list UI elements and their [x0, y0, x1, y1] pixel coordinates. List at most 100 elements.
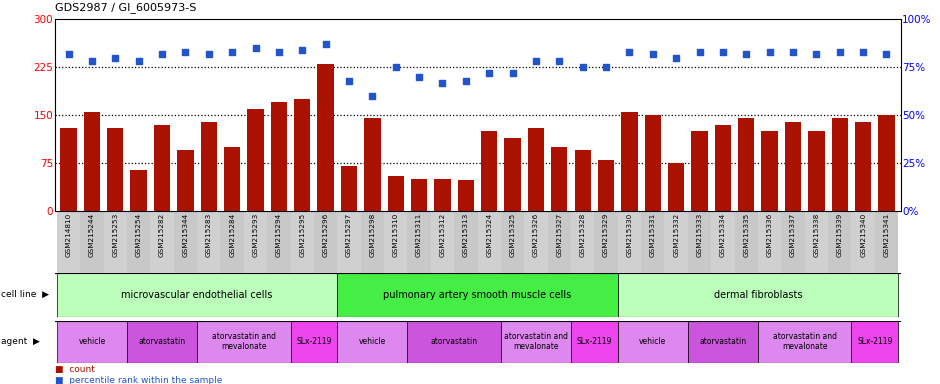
- Bar: [290, 321, 337, 363]
- Bar: [197, 321, 290, 363]
- Bar: [641, 211, 665, 273]
- Bar: [758, 211, 781, 273]
- Bar: [387, 176, 404, 211]
- Text: atorvastatin: atorvastatin: [699, 337, 746, 346]
- Bar: [56, 211, 80, 273]
- Text: GSM215335: GSM215335: [744, 213, 749, 257]
- Point: [85, 58, 100, 65]
- Bar: [80, 211, 103, 273]
- Bar: [290, 211, 314, 273]
- Bar: [551, 147, 568, 211]
- Bar: [875, 211, 899, 273]
- Bar: [734, 211, 758, 273]
- Text: dermal fibroblasts: dermal fibroblasts: [713, 290, 802, 300]
- Bar: [294, 99, 310, 211]
- Point: [832, 49, 847, 55]
- Text: GSM215336: GSM215336: [767, 213, 773, 257]
- Text: vehicle: vehicle: [78, 337, 105, 346]
- Bar: [548, 211, 571, 273]
- Text: GSM215253: GSM215253: [112, 213, 118, 257]
- Bar: [481, 131, 497, 211]
- Bar: [224, 147, 241, 211]
- Text: SLx-2119: SLx-2119: [576, 337, 612, 346]
- Point: [575, 64, 590, 70]
- Bar: [525, 211, 548, 273]
- Bar: [364, 118, 381, 211]
- Bar: [84, 112, 100, 211]
- Text: SLx-2119: SLx-2119: [296, 337, 332, 346]
- Point: [668, 55, 683, 61]
- Text: GSM215341: GSM215341: [884, 213, 889, 257]
- Bar: [434, 179, 450, 211]
- Bar: [56, 321, 127, 363]
- Point: [739, 51, 754, 57]
- Text: atorvastatin: atorvastatin: [138, 337, 185, 346]
- Text: GSM215325: GSM215325: [509, 213, 515, 257]
- Bar: [527, 128, 544, 211]
- Point: [528, 58, 543, 65]
- Text: GSM215298: GSM215298: [369, 213, 375, 257]
- Text: atorvastatin and
mevalonate: atorvastatin and mevalonate: [504, 332, 568, 351]
- Bar: [127, 321, 197, 363]
- Bar: [691, 131, 708, 211]
- Point: [388, 64, 403, 70]
- Bar: [571, 211, 594, 273]
- Text: GSM214810: GSM214810: [66, 213, 71, 257]
- Bar: [761, 131, 777, 211]
- Point: [435, 79, 450, 86]
- Bar: [738, 118, 755, 211]
- Text: GSM215340: GSM215340: [860, 213, 866, 257]
- Point: [272, 49, 287, 55]
- Bar: [808, 131, 824, 211]
- Bar: [855, 122, 871, 211]
- Bar: [337, 211, 361, 273]
- Text: GSM215333: GSM215333: [697, 213, 702, 257]
- Bar: [668, 163, 684, 211]
- Bar: [361, 211, 384, 273]
- Text: GSM215311: GSM215311: [416, 213, 422, 257]
- Text: atorvastatin: atorvastatin: [431, 337, 478, 346]
- Bar: [501, 321, 571, 363]
- Text: GSM215330: GSM215330: [626, 213, 633, 257]
- Point: [762, 49, 777, 55]
- Bar: [200, 122, 217, 211]
- Text: GSM215244: GSM215244: [89, 213, 95, 257]
- Text: GSM215283: GSM215283: [206, 213, 212, 257]
- Text: GSM215310: GSM215310: [393, 213, 399, 257]
- Text: GSM215339: GSM215339: [837, 213, 843, 257]
- Bar: [478, 211, 501, 273]
- Point: [879, 51, 894, 57]
- Text: GSM215327: GSM215327: [556, 213, 562, 257]
- Point: [295, 47, 310, 53]
- Point: [715, 49, 730, 55]
- Text: GSM215293: GSM215293: [253, 213, 258, 257]
- Bar: [178, 151, 194, 211]
- Bar: [832, 118, 848, 211]
- Bar: [56, 273, 337, 317]
- Bar: [407, 211, 431, 273]
- Bar: [431, 211, 454, 273]
- Bar: [337, 273, 618, 317]
- Point: [248, 45, 263, 51]
- Bar: [501, 211, 525, 273]
- Bar: [618, 321, 688, 363]
- Text: GSM215312: GSM215312: [440, 213, 446, 257]
- Bar: [454, 211, 478, 273]
- Bar: [247, 109, 264, 211]
- Bar: [337, 321, 407, 363]
- Bar: [107, 128, 123, 211]
- Bar: [621, 112, 637, 211]
- Text: GSM215328: GSM215328: [580, 213, 586, 257]
- Text: atorvastatin and
mevalonate: atorvastatin and mevalonate: [212, 332, 275, 351]
- Point: [459, 78, 474, 84]
- Point: [855, 49, 870, 55]
- Text: cell line  ▶: cell line ▶: [1, 290, 49, 299]
- Text: atorvastatin and
mevalonate: atorvastatin and mevalonate: [773, 332, 837, 351]
- Point: [481, 70, 496, 76]
- Bar: [688, 211, 712, 273]
- Point: [108, 55, 123, 61]
- Text: agent  ▶: agent ▶: [1, 337, 39, 346]
- Point: [692, 49, 707, 55]
- Text: GSM215294: GSM215294: [275, 213, 282, 257]
- Bar: [267, 211, 290, 273]
